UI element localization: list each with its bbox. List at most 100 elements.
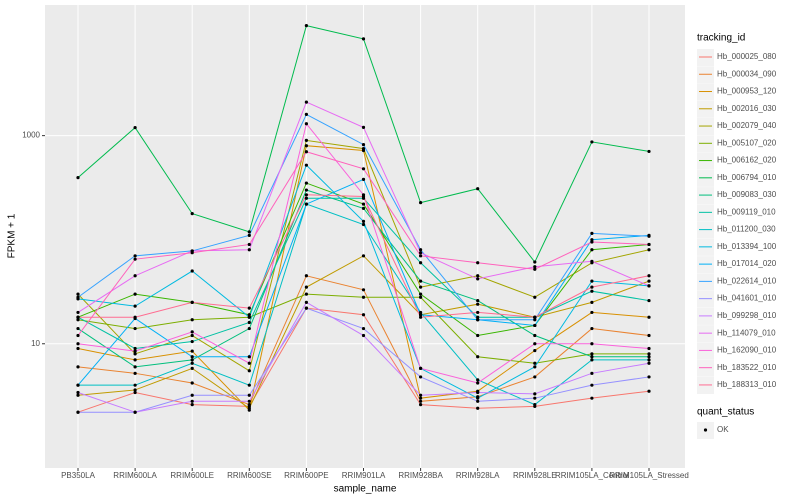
data-point bbox=[590, 289, 594, 293]
data-point bbox=[476, 277, 480, 281]
data-point bbox=[133, 274, 137, 278]
x-tick-label: PB350LA bbox=[61, 471, 95, 480]
data-point bbox=[533, 375, 537, 379]
data-point bbox=[533, 267, 537, 271]
data-point bbox=[361, 222, 366, 227]
data-point bbox=[133, 125, 137, 130]
data-point bbox=[361, 125, 366, 129]
data-point bbox=[76, 390, 80, 395]
legend-key bbox=[697, 118, 714, 136]
data-point bbox=[190, 403, 194, 407]
data-point bbox=[647, 242, 651, 247]
data-point bbox=[476, 310, 480, 315]
legend-label: Hb_002016_030 bbox=[717, 104, 777, 113]
data-point bbox=[133, 346, 137, 351]
data-point bbox=[476, 315, 480, 319]
legend-label: Hb_013394_100 bbox=[717, 242, 777, 251]
data-point bbox=[133, 410, 137, 414]
data-point bbox=[190, 361, 194, 365]
data-point bbox=[590, 355, 594, 359]
data-point bbox=[533, 348, 537, 353]
legend-label: OK bbox=[717, 425, 729, 434]
data-point bbox=[76, 292, 80, 296]
data-point bbox=[304, 24, 308, 28]
data-point bbox=[304, 274, 308, 278]
data-point bbox=[647, 361, 651, 365]
data-point bbox=[361, 206, 366, 210]
x-tick-label: RRIM105LA_Stressed bbox=[609, 471, 689, 480]
data-point bbox=[419, 315, 423, 319]
data-point bbox=[590, 310, 594, 315]
data-point bbox=[647, 315, 651, 319]
data-point bbox=[419, 285, 423, 289]
legend-label: Hb_183522_010 bbox=[717, 363, 777, 372]
data-point bbox=[304, 306, 308, 310]
data-point bbox=[419, 313, 423, 317]
data-point bbox=[190, 318, 194, 322]
data-point bbox=[190, 366, 194, 370]
data-point bbox=[247, 355, 251, 359]
x-tick-label: RRIM600LA bbox=[113, 471, 157, 480]
legend-label: Hb_002079_040 bbox=[717, 121, 777, 130]
data-point bbox=[533, 403, 537, 407]
data-point bbox=[361, 288, 366, 292]
data-point bbox=[361, 254, 366, 258]
y-tick-label: 10 bbox=[31, 339, 40, 348]
data-point bbox=[247, 315, 251, 319]
data-point bbox=[590, 383, 594, 387]
data-point bbox=[247, 313, 251, 317]
data-point bbox=[647, 375, 651, 379]
data-point bbox=[76, 326, 80, 331]
data-point bbox=[476, 390, 480, 395]
data-point bbox=[133, 358, 137, 362]
data-point bbox=[361, 143, 366, 147]
legend-label: Hb_188313_010 bbox=[717, 380, 777, 389]
data-point bbox=[190, 251, 194, 255]
data-point bbox=[647, 333, 651, 338]
data-point bbox=[419, 366, 423, 370]
data-point bbox=[133, 371, 137, 375]
data-point bbox=[133, 292, 137, 296]
data-point bbox=[304, 292, 308, 296]
data-point bbox=[190, 212, 194, 216]
data-point bbox=[533, 260, 537, 264]
data-point bbox=[419, 261, 423, 265]
data-point bbox=[476, 399, 480, 403]
legend-label: Hb_000953_120 bbox=[717, 87, 777, 96]
data-point bbox=[361, 295, 366, 299]
data-point bbox=[190, 393, 194, 397]
x-tick-label: RRIM600SE bbox=[227, 471, 271, 480]
data-point bbox=[647, 358, 651, 362]
legend-label: Hb_022614_010 bbox=[717, 276, 777, 285]
data-point bbox=[590, 300, 594, 304]
data-point bbox=[647, 352, 651, 356]
data-point bbox=[533, 392, 537, 396]
data-point bbox=[190, 358, 194, 362]
data-point bbox=[247, 326, 251, 331]
data-point bbox=[190, 330, 194, 334]
data-point bbox=[190, 399, 194, 403]
data-point bbox=[361, 326, 366, 331]
data-point bbox=[190, 339, 194, 344]
data-point bbox=[476, 355, 480, 359]
legend-label: Hb_011200_030 bbox=[717, 225, 776, 234]
data-point bbox=[76, 342, 80, 346]
legend-label: Hb_006794_010 bbox=[717, 173, 777, 182]
data-point bbox=[304, 112, 308, 116]
data-point bbox=[76, 365, 80, 369]
data-point bbox=[247, 369, 251, 373]
data-point bbox=[133, 352, 137, 356]
data-point bbox=[304, 100, 308, 104]
y-axis-title: FPKM + 1 bbox=[7, 213, 18, 258]
x-tick-label: RRIM928LA bbox=[456, 471, 500, 480]
data-point bbox=[476, 381, 480, 385]
data-point bbox=[304, 144, 308, 148]
data-point bbox=[190, 333, 194, 338]
data-point bbox=[361, 37, 366, 41]
data-point bbox=[476, 406, 480, 410]
data-point bbox=[133, 390, 137, 395]
data-point bbox=[647, 346, 651, 351]
data-point bbox=[190, 269, 194, 273]
data-point bbox=[76, 393, 80, 397]
data-point bbox=[133, 304, 137, 308]
